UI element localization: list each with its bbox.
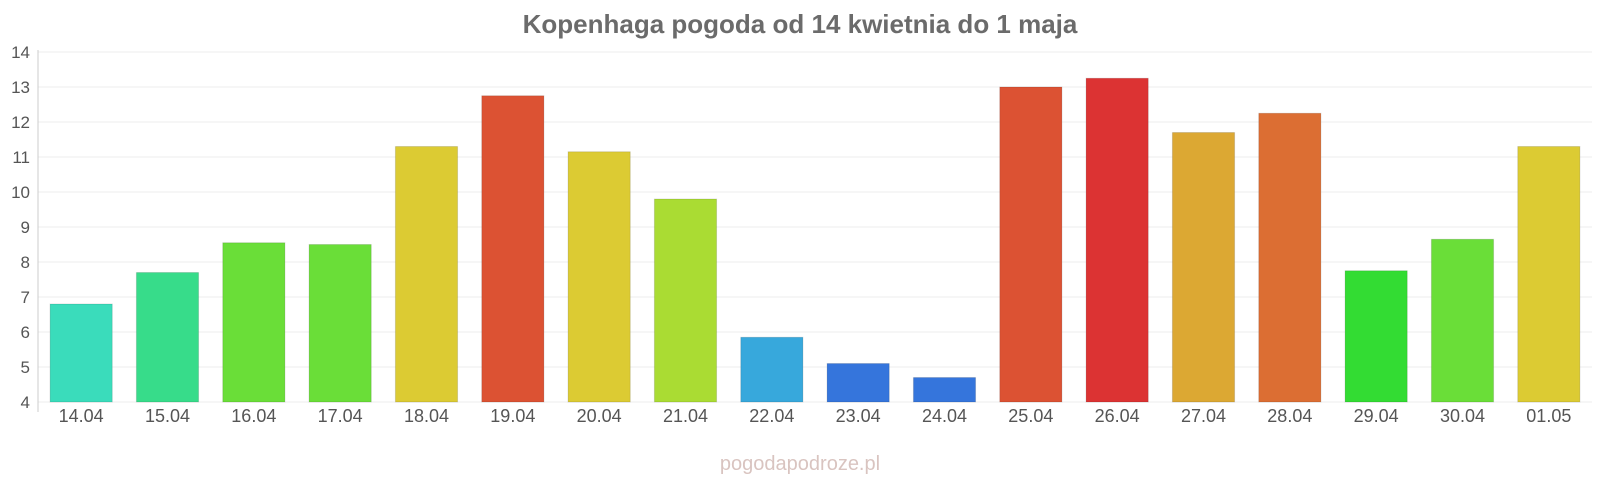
- bar-24.04: [912, 377, 977, 403]
- bar-19.04: [481, 95, 545, 403]
- watermark: pogodapodroze.pl: [720, 453, 880, 475]
- x-tick-label: 23.04: [836, 406, 881, 426]
- x-tick-label: 17.04: [318, 406, 363, 426]
- y-tick-label: 10: [11, 183, 30, 202]
- bar-16.04: [222, 242, 286, 403]
- y-tick-label: 13: [11, 78, 30, 97]
- x-tick-label: 20.04: [577, 406, 622, 426]
- x-axis-ticks: 14.04 15.04 16.04 17.04 18.04 19.04 20.04 21.04…: [59, 406, 1572, 426]
- bar-17.04: [308, 244, 372, 403]
- x-tick-label: 01.05: [1526, 406, 1571, 426]
- x-tick-label: 24.04: [922, 406, 967, 426]
- x-tick-label: 26.04: [1095, 406, 1140, 426]
- bar-29.04: [1344, 270, 1408, 403]
- y-axis-ticks: 4 5 6 7 8 9 10 11 12 13 14: [11, 43, 30, 412]
- y-tick-label: 9: [21, 218, 30, 237]
- gridlines: [38, 51, 1592, 403]
- bar-20.04: [567, 151, 631, 403]
- y-tick-label: 11: [12, 148, 30, 167]
- bar-14.04: [49, 303, 113, 403]
- y-tick-label: 4: [21, 393, 30, 412]
- bar-23.04: [826, 363, 890, 403]
- y-tick-label: 8: [21, 253, 30, 272]
- bar-28.04: [1258, 112, 1322, 403]
- y-tick-label: 6: [21, 323, 30, 342]
- y-tick-label: 14: [11, 43, 30, 62]
- bar-15.04: [135, 272, 200, 403]
- x-tick-label: 18.04: [404, 406, 449, 426]
- x-tick-label: 14.04: [59, 406, 104, 426]
- bar-01.05: [1517, 146, 1581, 403]
- bar-30.04: [1430, 238, 1495, 403]
- bars: [49, 77, 1581, 403]
- bar-18.04: [394, 146, 459, 403]
- x-tick-label: 21.04: [663, 406, 708, 426]
- y-tick-label: 5: [21, 358, 30, 377]
- bar-22.04: [740, 336, 804, 403]
- bar-27.04: [1171, 132, 1236, 403]
- x-tick-label: 27.04: [1181, 406, 1226, 426]
- chart-title: Kopenhaga pogoda od 14 kwietnia do 1 maj…: [523, 9, 1078, 39]
- y-tick-label: 7: [21, 288, 30, 307]
- bar-21.04: [653, 198, 718, 403]
- x-tick-label: 25.04: [1008, 406, 1053, 426]
- bar-26.04: [1085, 77, 1149, 403]
- y-tick-label: 12: [11, 113, 30, 132]
- x-tick-label: 28.04: [1267, 406, 1312, 426]
- x-tick-label: 15.04: [145, 406, 190, 426]
- x-tick-label: 22.04: [749, 406, 794, 426]
- x-tick-label: 19.04: [490, 406, 535, 426]
- bar-25.04: [999, 86, 1063, 403]
- x-tick-label: 29.04: [1354, 406, 1399, 426]
- x-tick-label: 30.04: [1440, 406, 1485, 426]
- x-tick-label: 16.04: [231, 406, 276, 426]
